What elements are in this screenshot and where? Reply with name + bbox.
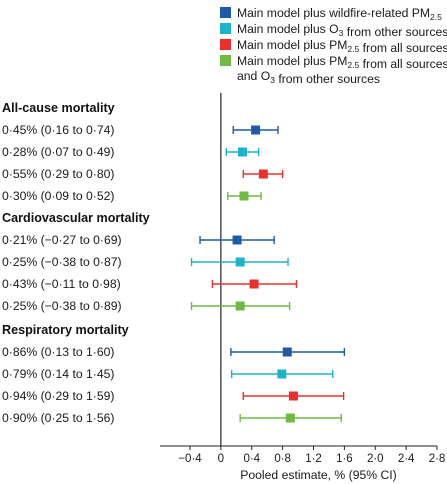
row-label: 0·90% (0·25 to 1·56) xyxy=(2,411,114,425)
x-tick-label: 1·6 xyxy=(336,453,353,465)
legend-swatch-pmall xyxy=(220,39,231,50)
point-estimate xyxy=(277,369,287,379)
x-tick-label: 2·0 xyxy=(367,453,384,465)
x-tick-label: 1·2 xyxy=(305,453,322,465)
legend-label-wildfire: Main model plus wildfire-related PM2.5 xyxy=(237,6,442,22)
legend-label-pmall: Main model plus PM2.5 from all sources xyxy=(237,38,447,55)
x-tick-label: 0·8 xyxy=(274,453,291,465)
row-label: 0·43% (−0·11 to 0·98) xyxy=(2,277,121,291)
row-label: 0·28% (0·07 to 0·49) xyxy=(2,145,114,159)
point-estimate xyxy=(258,169,268,179)
row-label: 0·25% (−0·38 to 0·87) xyxy=(2,255,122,269)
point-estimate xyxy=(249,279,259,289)
point-estimate xyxy=(288,391,298,401)
row-label: 0·30% (0·09 to 0·52) xyxy=(2,189,114,203)
row-label: 0·86% (0·13 to 1·60) xyxy=(2,345,114,359)
point-estimate xyxy=(285,413,295,423)
row-label: 0·45% (0·16 to 0·74) xyxy=(2,123,114,137)
x-axis: −0·4 0 0·4 0·8 1·2 1·6 2·0 2·4 2·8 Pooled estimat… xyxy=(160,445,446,482)
point-estimate xyxy=(239,191,249,201)
point-estimate xyxy=(237,147,247,157)
x-axis-title: Pooled estimate, % (95% CI) xyxy=(240,468,396,482)
point-estimate xyxy=(232,235,242,245)
point-estimate xyxy=(251,125,261,135)
row-label: 0·94% (0·29 to 1·59) xyxy=(2,389,114,403)
row-label: 0·55% (0·29 to 0·80) xyxy=(2,167,114,181)
point-estimate xyxy=(235,257,245,267)
legend-swatch-wildfire xyxy=(220,7,231,18)
row-label: 0·79% (0·14 to 1·45) xyxy=(2,367,114,381)
x-tick-label: 2·8 xyxy=(429,453,446,465)
legend-label-pmo3-line2: and O3 from other sources xyxy=(237,69,380,86)
legend-swatch-o3other xyxy=(220,23,231,34)
group-title: Respiratory mortality xyxy=(2,323,129,337)
group-title: All-cause mortality xyxy=(2,101,115,115)
x-tick-label: 0 xyxy=(218,453,224,465)
data-rows: All-cause mortality 0·45% (0·16 to 0·74) 0… xyxy=(2,101,346,425)
row-label: 0·21% (−0·27 to 0·69) xyxy=(2,233,122,247)
group-title: Cardiovascular mortality xyxy=(2,211,150,225)
legend-label-o3other: Main model plus O3 from other sources xyxy=(237,22,447,39)
x-tick-label: 2·4 xyxy=(398,453,415,465)
point-estimate xyxy=(235,301,245,311)
row-label: 0·25% (−0·38 to 0·89) xyxy=(2,299,122,313)
legend-swatch-pmo3 xyxy=(220,55,231,66)
x-tick-label: 0·4 xyxy=(243,453,260,465)
x-tick-label: −0·4 xyxy=(178,453,202,465)
point-estimate xyxy=(282,347,292,357)
legend-label-pmo3: Main model plus PM2.5 from all sources xyxy=(237,54,447,71)
legend: Main model plus wildfire-related PM2.5Ma… xyxy=(220,6,447,86)
